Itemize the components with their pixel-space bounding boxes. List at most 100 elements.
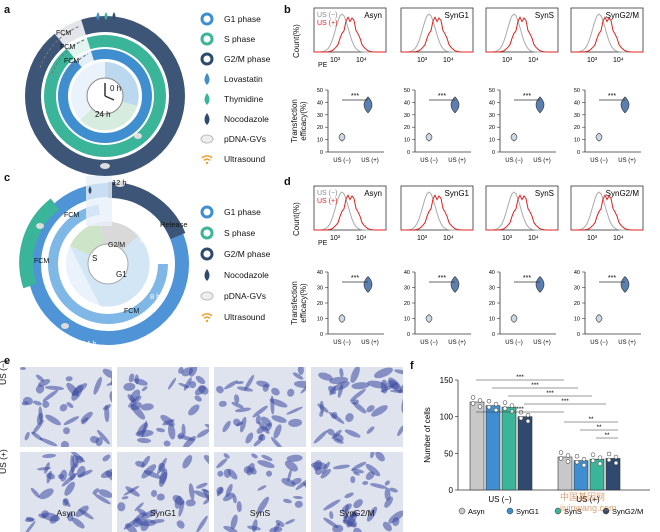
violin-plot: 0 10 20 30 40 *** US (−) US (+) [489, 270, 556, 346]
x-tick-label: US (+) [533, 158, 551, 164]
data-point [509, 403, 515, 408]
legend-label: Thymidine [224, 94, 264, 104]
significance-label: *** [516, 406, 524, 413]
legend-label: S phase [224, 228, 256, 238]
violin-us-neg [338, 314, 346, 323]
flow-histogram: SynG2/M 10³ 10⁴ [570, 185, 644, 242]
data-point [525, 418, 531, 424]
micrograph-image [214, 367, 306, 447]
significance-label: *** [523, 93, 531, 100]
y-tick-label: 30 [404, 286, 410, 292]
flow-histogram: SynG2/M 10³ 10⁴ [570, 7, 644, 64]
micrograph-image [311, 452, 403, 532]
legend-label: Asyn [468, 507, 485, 516]
y-tick-label: 20 [404, 125, 410, 131]
x-tick-label: US (−) [590, 340, 608, 346]
legend-s: S phase [200, 32, 255, 46]
tick-label: 10³ [417, 57, 428, 64]
legend-g1: G1 phase [200, 12, 261, 26]
fcm-label-2: FCM [60, 44, 76, 51]
count-axis-label: Count(%) [292, 202, 301, 236]
data-point [525, 412, 531, 418]
x-tick-label: US (+) [448, 340, 466, 346]
violin-us-pos [363, 96, 373, 114]
significance-label: *** [608, 93, 616, 100]
violin-us-pos [450, 275, 460, 293]
transfection-axis-label: Transfection efficacy(%) [290, 281, 308, 325]
y-tick-label: 0 [407, 332, 410, 338]
significance-label: ** [588, 416, 594, 423]
significance-label: *** [531, 382, 539, 389]
violin-plot: 0 10 20 30 40 50 *** US (−) US (+) [317, 88, 384, 164]
row-label-us-neg: US (−) [0, 360, 8, 385]
x-tick-label: US (+) [618, 158, 636, 164]
y-tick-label: 30 [574, 286, 580, 292]
bar [485, 405, 501, 491]
y-tick-label: 30 [489, 286, 495, 292]
bar [605, 458, 621, 491]
y-tick-label: 0 [320, 332, 323, 338]
y-tick-label: 20 [574, 301, 580, 307]
ring-light-blue-icon [200, 12, 214, 26]
micrograph-image [311, 367, 403, 447]
micrograph-image [214, 452, 306, 532]
legend-label: G2/M phase [224, 249, 271, 259]
tick-label: 10⁴ [528, 235, 539, 242]
x-tick-label: US (−) [590, 158, 608, 164]
legend-pdna-gvs: pDNA-GVs [200, 289, 266, 303]
y-tick-label: 40 [404, 270, 410, 276]
violin-us-pos [363, 275, 373, 293]
y-tick-label: 30 [574, 113, 580, 119]
fcm-label-3: FCM [64, 58, 80, 65]
y-tick-label: 40 [317, 270, 323, 276]
violin-us-neg [338, 132, 346, 142]
micrograph-column-label: SynG1 [150, 508, 176, 518]
legend-label: pDNA-GVs [224, 291, 267, 301]
micrograph-image [20, 452, 112, 532]
y-tick-label: 10 [404, 138, 410, 144]
y-tick-label: 0 [449, 486, 454, 495]
phase-g1-label: G1 [116, 270, 127, 279]
y-tick-label: 40 [317, 100, 323, 106]
tick-label: 10⁴ [356, 57, 367, 64]
data-point [574, 453, 580, 459]
bar [589, 458, 605, 491]
y-tick-label: 50 [404, 88, 410, 94]
legend-pdna-gvs: pDNA-GVs [200, 132, 266, 146]
x-tick-label: US (−) [505, 158, 523, 164]
legend-label: Nocodazole [224, 114, 269, 124]
fcm-c-2: FCM [34, 258, 50, 265]
data-point [477, 404, 483, 409]
violin-plot: 0 10 20 30 40 50 *** US (−) US (+) [489, 88, 556, 164]
legend-lovastatin: Lovastatin [200, 72, 263, 86]
bar [573, 460, 589, 491]
clock-end-label: 24 h [95, 110, 111, 119]
y-tick-label: 40 [574, 100, 580, 106]
legend-ultrasound: Ultrasound [200, 310, 265, 324]
panel-label-c: c [4, 172, 11, 184]
data-point [470, 401, 476, 406]
significance-label: *** [516, 374, 524, 381]
panel-label-b: b [284, 4, 291, 16]
data-point [606, 451, 612, 457]
tick-label: 10⁴ [443, 235, 454, 242]
data-point [493, 401, 499, 407]
histogram-title: SynS [535, 189, 554, 198]
legend-label: pDNA-GVs [224, 134, 267, 144]
y-axis-label: Number of cells [423, 407, 432, 463]
y-tick-label: 0 [577, 150, 580, 156]
x-tick-label: US (−) [333, 158, 351, 164]
legend-label: Nocodazole [224, 270, 269, 280]
drop-navy-icon [200, 268, 214, 282]
y-tick-label: 10 [317, 138, 323, 144]
tick-label: 10³ [587, 235, 598, 242]
panel-label-f: f [410, 360, 414, 372]
micrograph-image [117, 452, 209, 532]
legend-us-neg: US (−) [317, 12, 337, 19]
group-label: US (+) [576, 495, 600, 504]
time-14h: 14 h [82, 339, 97, 348]
violin-plot: 0 10 20 30 40 *** US (−) US (+) [404, 270, 471, 346]
histogram-title: SynS [535, 11, 554, 20]
transfection-axis-label: Transfection efficacy(%) [290, 99, 308, 143]
y-tick-label: 0 [407, 150, 410, 156]
